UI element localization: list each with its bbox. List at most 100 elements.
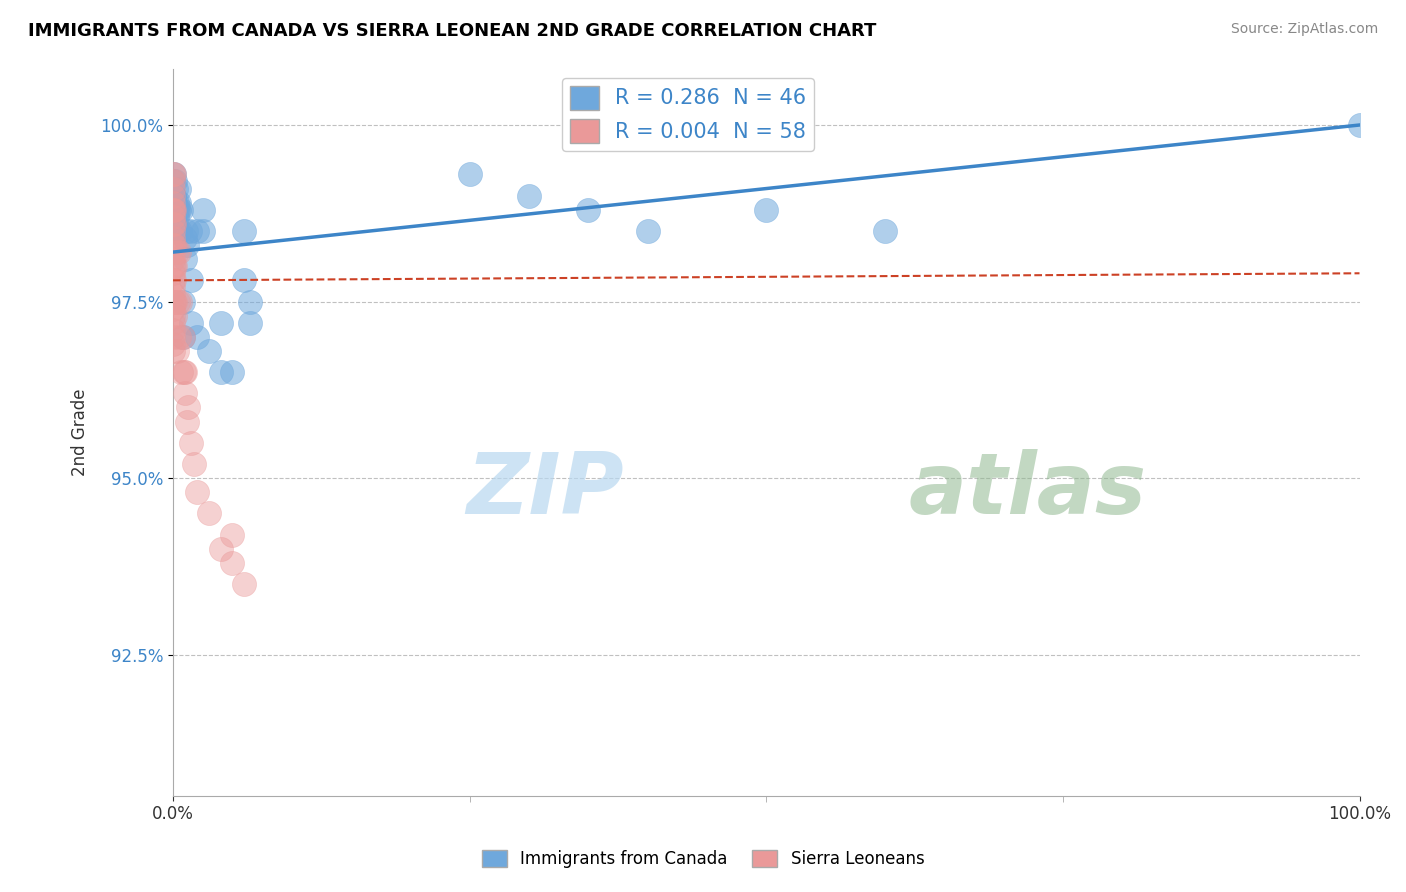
Text: IMMIGRANTS FROM CANADA VS SIERRA LEONEAN 2ND GRADE CORRELATION CHART: IMMIGRANTS FROM CANADA VS SIERRA LEONEAN…: [28, 22, 876, 40]
Point: [162, 181, 184, 195]
Point: [162, 323, 184, 337]
Point: [176, 238, 198, 252]
Legend: Immigrants from Canada, Sierra Leoneans: Immigrants from Canada, Sierra Leoneans: [475, 843, 931, 875]
Point: [162, 273, 184, 287]
Point: [166, 202, 188, 217]
Point: [162, 337, 184, 351]
Point: [163, 168, 186, 182]
Point: [162, 316, 184, 330]
Point: [176, 415, 198, 429]
Point: [162, 202, 184, 217]
Point: [165, 174, 187, 188]
Point: [755, 202, 778, 217]
Point: [637, 224, 659, 238]
Point: [167, 330, 190, 344]
Point: [174, 231, 197, 245]
Point: [167, 202, 190, 217]
Point: [162, 294, 184, 309]
Point: [166, 195, 188, 210]
Point: [191, 202, 214, 217]
Point: [174, 252, 197, 267]
Point: [162, 224, 184, 238]
Point: [458, 168, 481, 182]
Point: [1348, 118, 1371, 132]
Point: [163, 195, 186, 210]
Point: [167, 181, 190, 195]
Point: [183, 457, 205, 471]
Point: [233, 224, 256, 238]
Point: [170, 202, 193, 217]
Point: [517, 188, 540, 202]
Point: [162, 195, 184, 210]
Point: [162, 309, 184, 323]
Point: [166, 224, 188, 238]
Point: [163, 273, 186, 287]
Point: [197, 506, 219, 520]
Point: [177, 401, 200, 415]
Point: [166, 210, 188, 224]
Point: [162, 238, 184, 252]
Point: [163, 202, 186, 217]
Point: [170, 365, 193, 379]
Point: [166, 294, 188, 309]
Point: [221, 527, 243, 541]
Point: [167, 245, 190, 260]
Point: [162, 259, 184, 273]
Point: [166, 343, 188, 358]
Y-axis label: 2nd Grade: 2nd Grade: [72, 388, 89, 476]
Point: [163, 294, 186, 309]
Point: [163, 168, 186, 182]
Text: ZIP: ZIP: [467, 449, 624, 532]
Point: [162, 301, 184, 316]
Point: [162, 174, 184, 188]
Point: [162, 343, 184, 358]
Point: [172, 294, 194, 309]
Point: [173, 365, 195, 379]
Point: [163, 188, 186, 202]
Point: [174, 365, 197, 379]
Point: [166, 245, 188, 260]
Point: [167, 195, 190, 210]
Point: [180, 316, 202, 330]
Text: Source: ZipAtlas.com: Source: ZipAtlas.com: [1230, 22, 1378, 37]
Point: [179, 224, 201, 238]
Point: [165, 309, 187, 323]
Point: [209, 316, 232, 330]
Point: [239, 294, 262, 309]
Point: [186, 485, 208, 500]
Point: [186, 224, 208, 238]
Point: [162, 266, 184, 280]
Point: [174, 386, 197, 401]
Point: [233, 273, 256, 287]
Point: [166, 202, 188, 217]
Point: [221, 556, 243, 570]
Point: [165, 181, 187, 195]
Point: [209, 365, 232, 379]
Point: [162, 280, 184, 294]
Point: [209, 541, 232, 556]
Point: [172, 330, 194, 344]
Point: [197, 343, 219, 358]
Text: atlas: atlas: [908, 449, 1147, 532]
Point: [163, 238, 186, 252]
Point: [239, 316, 262, 330]
Point: [162, 168, 184, 182]
Point: [169, 294, 191, 309]
Point: [186, 330, 208, 344]
Point: [233, 577, 256, 591]
Legend: R = 0.286  N = 46, R = 0.004  N = 58: R = 0.286 N = 46, R = 0.004 N = 58: [562, 78, 814, 151]
Point: [180, 435, 202, 450]
Point: [169, 224, 191, 238]
Point: [162, 188, 184, 202]
Point: [221, 365, 243, 379]
Point: [576, 202, 599, 217]
Point: [163, 188, 186, 202]
Point: [174, 224, 197, 238]
Point: [162, 174, 184, 188]
Point: [165, 195, 187, 210]
Point: [163, 259, 186, 273]
Point: [162, 202, 184, 217]
Point: [162, 217, 184, 231]
Point: [172, 330, 194, 344]
Point: [162, 330, 184, 344]
